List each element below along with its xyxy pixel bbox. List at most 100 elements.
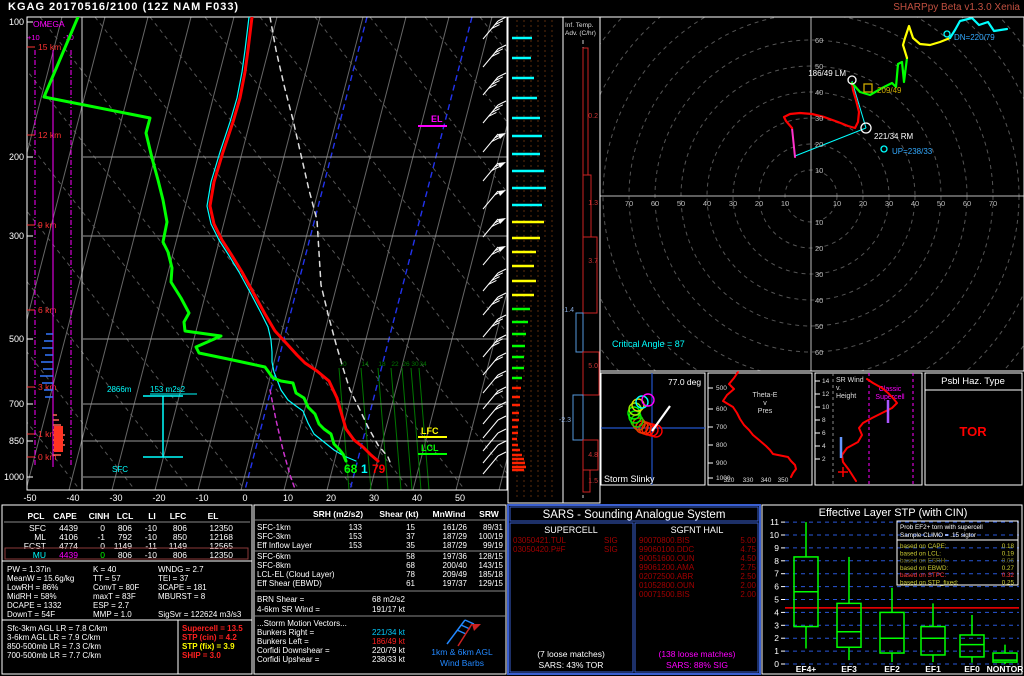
pcl-cell: 850 xyxy=(173,532,187,542)
sars-match-value[interactable]: 2.00 xyxy=(740,581,756,590)
sars-match-name: 02072500.ABR xyxy=(639,572,693,581)
temp-axis-label: -10 xyxy=(195,493,208,503)
sars-hail-matches-count: (138 loose matches) xyxy=(658,649,735,659)
wind-barb-icon xyxy=(482,428,507,452)
hodo-marker-rm[interactable] xyxy=(860,122,872,134)
barb-flag xyxy=(497,440,507,446)
storm-motion-value: 186/49 kt xyxy=(372,637,406,646)
sars-match-tag[interactable]: SIG xyxy=(604,545,618,554)
sr-wind-46-value: 191/17 kt xyxy=(372,605,406,614)
barb-flag xyxy=(488,83,497,89)
hodo-marker-meanwind[interactable] xyxy=(863,83,873,93)
haz-title: Psbl Haz. Type xyxy=(941,376,1005,387)
hodo-marker-point[interactable] xyxy=(880,145,888,153)
barb-flag xyxy=(494,405,504,411)
thermo-stat: maxT = 83F xyxy=(93,592,136,601)
barb-flag xyxy=(491,250,500,256)
thetae-title: Theta-E xyxy=(753,392,778,399)
hodo-axis-label: 20 xyxy=(815,244,823,253)
stp-legend-row-value: 0.25 xyxy=(1002,580,1015,587)
pcl-cell: 4439 xyxy=(59,550,78,560)
stp-legend-row-label: based on CAPE: xyxy=(900,543,947,550)
hodo-axis-label: 10 xyxy=(815,218,823,227)
sars-match-value[interactable]: 2.75 xyxy=(740,563,756,572)
storm-motion-value: 220/79 kt xyxy=(372,646,406,655)
hodo-marker-label: UP=238/33 xyxy=(892,147,933,156)
height-label: 9 km xyxy=(38,220,56,230)
isotherm-line xyxy=(27,17,106,322)
omega-label: OMEGA xyxy=(33,19,65,29)
barb-staff xyxy=(482,133,499,153)
height-label: 3 km xyxy=(38,382,56,392)
pcl-cell: 806 xyxy=(173,550,187,560)
stp-legend-title1: Prob EF2+ torn with supercell xyxy=(900,524,983,531)
sars-match-value[interactable]: 2.00 xyxy=(740,590,756,599)
stp-box-ef3 xyxy=(836,556,862,661)
temp-adv-bar-positive xyxy=(582,47,589,176)
surface-wetbulb-value: 1 xyxy=(361,462,368,476)
surface-temperature-value: 79 xyxy=(372,462,386,476)
barb-staff xyxy=(482,272,499,292)
thermo-stat: LowRH = 86% xyxy=(7,583,58,592)
thermo-stat: WNDG = 2.7 xyxy=(158,565,204,574)
composite-index-value: SHIP = 3.0 xyxy=(182,651,221,660)
hodo-axis-label: 30 xyxy=(885,199,893,208)
barb-staff xyxy=(482,246,499,266)
thermo-stat: K = 40 xyxy=(93,565,117,574)
thetae-pressure-label: 500 xyxy=(716,385,727,392)
kinematics-cell: 37 xyxy=(406,532,415,541)
sars-supercell-probability: SARS: 43% TOR xyxy=(539,660,604,670)
isotherm-line xyxy=(843,17,965,490)
temp-adv-value: 4.8 xyxy=(588,452,598,459)
hodo-trace-upper xyxy=(901,24,952,60)
temp-adv-value: 1.5 xyxy=(588,478,598,485)
isotherm-line xyxy=(27,17,63,155)
wind-barb-column xyxy=(482,16,507,475)
stp-box xyxy=(920,625,946,656)
barb-staff xyxy=(482,218,499,238)
hodo-axis-label: 30 xyxy=(815,270,823,279)
hodo-axis-label: 30 xyxy=(729,199,737,208)
barb-flag xyxy=(494,104,504,110)
thetae-curve xyxy=(722,371,797,478)
wind-barb-icon xyxy=(482,370,507,394)
thetae-title: Pres xyxy=(758,408,773,415)
hodo-axis-label: 40 xyxy=(911,199,919,208)
pressure-label: 700 xyxy=(9,399,24,409)
sars-match-tag[interactable]: SIG xyxy=(604,536,618,545)
barb-staff xyxy=(482,76,499,96)
lapse-rate-stat: 850-500mb LR = 7.3 C/km xyxy=(7,642,101,651)
hodo-axis-label: 20 xyxy=(815,140,823,149)
height-label: 15 km xyxy=(38,42,61,52)
kinematics-header: MnWind xyxy=(433,509,466,519)
mixing-ratio-line xyxy=(390,367,402,491)
mixing-ratio-line xyxy=(338,367,350,491)
temp-adv-bar-positive xyxy=(582,351,600,396)
hodo-marker-point[interactable] xyxy=(943,30,951,38)
wind-barb-icon xyxy=(482,314,507,338)
wind-barb-icon xyxy=(482,334,507,358)
temp-adv-bar-positive xyxy=(582,469,591,493)
sars-match-value[interactable]: 2.50 xyxy=(740,572,756,581)
barb-staff xyxy=(482,48,499,68)
barb-flag xyxy=(491,342,500,348)
storm-motion-label: Corfidi Downshear = xyxy=(257,646,330,655)
hodo-axis-label: 50 xyxy=(815,322,823,331)
hodo-marker-lm[interactable] xyxy=(847,75,857,85)
isotherm-line xyxy=(68,17,192,491)
omega-plus-label: +10 xyxy=(27,33,40,42)
srwind-title: v. xyxy=(836,385,841,392)
sars-match-value[interactable]: 4.75 xyxy=(740,545,756,554)
hodo-axis-label: 20 xyxy=(859,199,867,208)
wind-barb-icon xyxy=(482,440,507,464)
barb-flag xyxy=(494,246,504,252)
isotherm-line xyxy=(628,17,750,490)
eff-inflow-height-label: 2866m xyxy=(107,385,132,394)
stp-legend-row-value: 0.32 xyxy=(1002,572,1015,579)
kinematics-panel-border xyxy=(253,504,507,675)
sars-match-value[interactable]: 5.00 xyxy=(740,536,756,545)
sars-match-value[interactable]: 4.50 xyxy=(740,554,756,563)
thetae-x-label: 320 xyxy=(724,477,735,484)
mixing-ratio-label: 26 xyxy=(402,361,410,368)
